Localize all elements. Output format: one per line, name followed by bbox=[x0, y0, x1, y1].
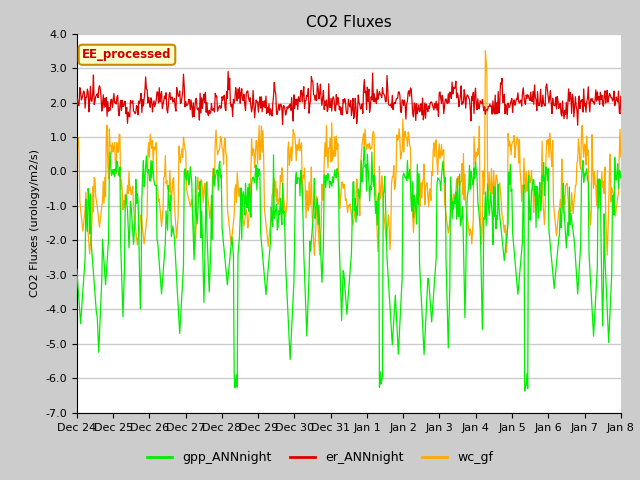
wc_gf bbox=[139, 227, 147, 232]
er_ANNnight bbox=[617, 93, 625, 99]
er_ANNnight bbox=[431, 105, 439, 111]
gpp_ANNnight bbox=[194, 209, 202, 215]
wc_gf bbox=[481, 48, 489, 54]
wc_gf bbox=[416, 175, 424, 181]
er_ANNnight bbox=[223, 89, 230, 95]
Legend: gpp_ANNnight, er_ANNnight, wc_gf: gpp_ANNnight, er_ANNnight, wc_gf bbox=[142, 446, 498, 469]
wc_gf bbox=[83, 210, 90, 216]
er_ANNnight bbox=[194, 107, 202, 113]
Line: er_ANNnight: er_ANNnight bbox=[77, 72, 621, 125]
gpp_ANNnight bbox=[431, 265, 439, 271]
gpp_ANNnight bbox=[139, 173, 147, 179]
Y-axis label: CO2 Fluxes (urology/m2/s): CO2 Fluxes (urology/m2/s) bbox=[30, 149, 40, 297]
gpp_ANNnight bbox=[360, 144, 368, 150]
er_ANNnight bbox=[574, 122, 582, 128]
gpp_ANNnight bbox=[521, 388, 529, 394]
gpp_ANNnight bbox=[73, 266, 81, 272]
Line: gpp_ANNnight: gpp_ANNnight bbox=[77, 147, 621, 391]
Text: EE_processed: EE_processed bbox=[82, 48, 172, 61]
er_ANNnight bbox=[139, 96, 147, 102]
wc_gf bbox=[223, 154, 230, 159]
er_ANNnight bbox=[83, 94, 90, 100]
er_ANNnight bbox=[416, 109, 424, 115]
Line: wc_gf: wc_gf bbox=[77, 51, 621, 255]
gpp_ANNnight bbox=[83, 217, 90, 223]
gpp_ANNnight bbox=[223, 274, 230, 279]
wc_gf bbox=[431, 139, 439, 144]
wc_gf bbox=[617, 154, 625, 160]
gpp_ANNnight bbox=[416, 260, 424, 266]
wc_gf bbox=[73, 138, 81, 144]
er_ANNnight bbox=[224, 69, 232, 74]
gpp_ANNnight bbox=[617, 175, 625, 181]
Title: CO2 Fluxes: CO2 Fluxes bbox=[306, 15, 392, 30]
er_ANNnight bbox=[73, 101, 81, 107]
wc_gf bbox=[310, 252, 318, 258]
wc_gf bbox=[194, 174, 202, 180]
